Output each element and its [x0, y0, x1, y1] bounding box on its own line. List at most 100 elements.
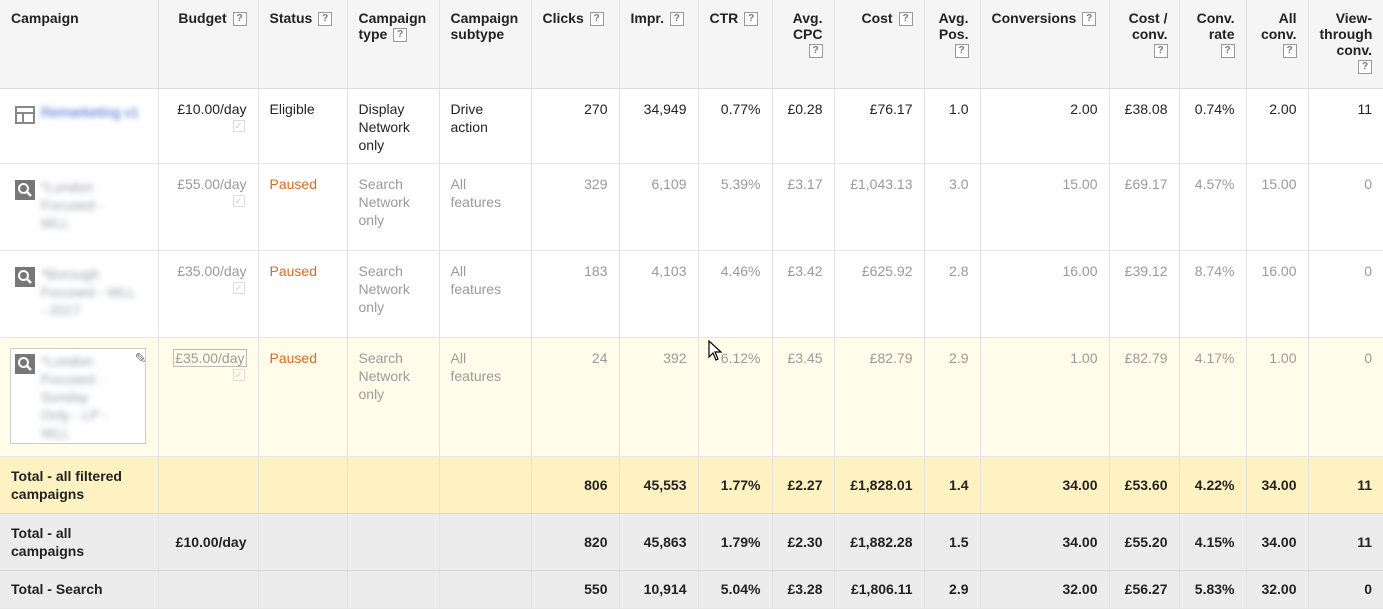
status-cell: Paused	[258, 163, 348, 251]
col-header-status[interactable]: Status ?	[258, 0, 348, 89]
col-header-conversions[interactable]: Conversions ?	[980, 0, 1110, 89]
clicks-cell: 550	[531, 570, 620, 609]
col-header-avg-pos[interactable]: Avg. Pos.?	[924, 0, 981, 89]
display-network-icon	[15, 105, 35, 124]
avg-pos-cell: 2.8	[924, 250, 981, 338]
table-row[interactable]: Remarketing v1 £10.00/day ✓ Eligible Disp…	[0, 88, 1383, 164]
impr-cell: 10,914	[619, 570, 699, 609]
cost-cell: £1,828.01	[834, 456, 925, 514]
budget-cell	[158, 570, 259, 609]
impr-cell: 4,103	[619, 250, 699, 338]
help-icon[interactable]: ?	[318, 12, 333, 27]
help-icon[interactable]: ?	[808, 44, 823, 59]
help-icon[interactable]: ?	[1358, 60, 1372, 75]
help-icon[interactable]: ?	[669, 12, 684, 27]
clicks-cell: 820	[531, 513, 620, 571]
table-row[interactable]: *London Focused - Sunday Only - LP - WLL…	[0, 337, 1383, 457]
col-header-avg-cpc[interactable]: Avg. CPC?	[772, 0, 835, 89]
help-icon[interactable]: ?	[393, 28, 408, 43]
all-conv-cell: 2.00	[1246, 88, 1309, 164]
help-icon[interactable]: ?	[1282, 44, 1297, 59]
conversions-cell: 34.00	[980, 513, 1110, 571]
avg-pos-cell: 1.4	[924, 456, 981, 514]
campaign-name-link[interactable]: *London Focused - WLL	[41, 178, 104, 231]
all-conv-cell: 15.00	[1246, 163, 1309, 251]
avg-pos-cell: 3.0	[924, 163, 981, 251]
col-header-cost[interactable]: Cost ?	[834, 0, 925, 89]
col-header-campaign-subtype[interactable]: Campaign subtype	[439, 0, 532, 89]
help-icon[interactable]: ?	[1082, 12, 1097, 27]
col-header-budget[interactable]: Budget ?	[158, 0, 259, 89]
budget-cell: £55.00/day ✓	[158, 163, 259, 251]
help-icon[interactable]: ?	[232, 12, 247, 27]
table-row[interactable]: *Borough Focused - WLL - 2017 £35.00/day…	[0, 250, 1383, 338]
table-row[interactable]: *London Focused - WLL £55.00/day ✓ Paused…	[0, 163, 1383, 251]
campaign-subtype-cell: All features	[439, 337, 532, 457]
conv-rate-cell: 4.57%	[1179, 163, 1247, 251]
header-row: Campaign Budget ? Status ? Campaign type…	[0, 0, 1383, 89]
avg-pos-cell: 1.5	[924, 513, 981, 571]
shared-budget-icon: ✓	[232, 194, 245, 207]
avg-cpc-cell: £2.30	[772, 513, 835, 571]
avg-cpc-cell: £3.42	[772, 250, 835, 338]
impr-cell: 45,553	[619, 456, 699, 514]
campaign-cell: *Borough Focused - WLL - 2017	[0, 250, 159, 338]
budget-cell: £10.00/day	[158, 513, 259, 571]
cost-cell: £1,806.11	[834, 570, 925, 609]
view-through-conv-cell: 0	[1308, 337, 1383, 457]
ctr-cell: 6.12%	[698, 337, 773, 457]
clicks-cell: 270	[531, 88, 620, 164]
col-header-ctr[interactable]: CTR ?	[698, 0, 773, 89]
shared-budget-icon: ✓	[232, 368, 245, 381]
conv-rate-cell: 4.15%	[1179, 513, 1247, 571]
clicks-cell: 329	[531, 163, 620, 251]
col-header-impr[interactable]: Impr. ?	[619, 0, 699, 89]
help-icon[interactable]: ?	[744, 12, 759, 27]
help-icon[interactable]: ?	[898, 12, 913, 27]
view-through-conv-cell: 0	[1308, 570, 1383, 609]
campaign-cell: *London Focused - WLL	[0, 163, 159, 251]
avg-cpc-cell: £3.45	[772, 337, 835, 457]
search-network-icon	[15, 179, 35, 200]
all-conv-cell: 34.00	[1246, 456, 1309, 514]
total-row-filtered: Total - all filtered campaigns 806 45,55…	[0, 456, 1383, 514]
col-header-cost-per-conv[interactable]: Cost / conv.?	[1109, 0, 1180, 89]
mouse-cursor-icon	[708, 340, 723, 361]
col-header-clicks[interactable]: Clicks ?	[531, 0, 620, 89]
total-label: Total - all filtered campaigns	[0, 456, 159, 514]
budget-edit-field[interactable]: £35.00/day	[173, 348, 247, 367]
cost-per-conv-cell: £38.08	[1109, 88, 1180, 164]
col-header-conv-rate[interactable]: Conv. rate?	[1179, 0, 1247, 89]
help-icon[interactable]: ?	[589, 12, 604, 27]
help-icon[interactable]: ?	[1153, 44, 1168, 59]
col-header-view-through-conv[interactable]: View-through conv.?	[1308, 0, 1383, 89]
col-header-campaign-type[interactable]: Campaign type ?	[347, 0, 440, 89]
help-icon[interactable]: ?	[954, 44, 969, 59]
clicks-cell: 806	[531, 456, 620, 514]
help-icon[interactable]: ?	[1220, 44, 1235, 59]
conv-rate-cell: 0.74%	[1179, 88, 1247, 164]
campaign-name-link[interactable]: *London Focused - Sunday Only - LP - WLL	[41, 352, 108, 441]
shared-budget-icon: ✓	[232, 119, 245, 132]
impr-cell: 45,863	[619, 513, 699, 571]
total-label: Total - all campaigns	[0, 513, 159, 571]
avg-cpc-cell: £3.28	[772, 570, 835, 609]
campaign-name-link[interactable]: *Borough Focused - WLL - 2017	[41, 265, 136, 318]
cost-per-conv-cell: £55.20	[1109, 513, 1180, 571]
clicks-cell: 183	[531, 250, 620, 338]
campaign-subtype-cell: All features	[439, 250, 532, 338]
conv-rate-cell: 4.17%	[1179, 337, 1247, 457]
impr-cell: 392	[619, 337, 699, 457]
conversions-cell: 32.00	[980, 570, 1110, 609]
avg-cpc-cell: £0.28	[772, 88, 835, 164]
col-header-all-conv[interactable]: All conv.?	[1246, 0, 1309, 89]
impr-cell: 34,949	[619, 88, 699, 164]
col-header-campaign[interactable]: Campaign	[0, 0, 159, 89]
all-conv-cell: 32.00	[1246, 570, 1309, 609]
clicks-cell: 24	[531, 337, 620, 457]
pencil-icon[interactable]: ✎	[134, 349, 147, 366]
view-through-conv-cell: 11	[1308, 513, 1383, 571]
cost-per-conv-cell: £56.27	[1109, 570, 1180, 609]
campaign-name-link[interactable]: Remarketing v1	[41, 103, 140, 120]
avg-cpc-cell: £3.17	[772, 163, 835, 251]
